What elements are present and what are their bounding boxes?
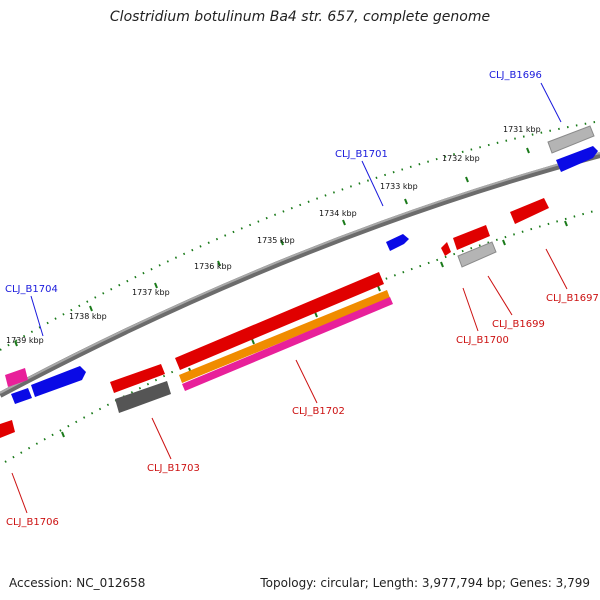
gene-clj-b1703-feature — [115, 381, 171, 413]
gene-label-clj-b1697[interactable]: CLJ_B1697 — [546, 293, 599, 304]
gene-label-clj-b1704[interactable]: CLJ_B1704 — [5, 284, 58, 295]
forward-genes — [5, 125, 598, 404]
gene-clj-b1702-orange-feature — [179, 290, 390, 383]
map-title: Clostridium botulinum Ba4 str. 657, comp… — [109, 9, 491, 25]
accession-text: Accession: NC_012658 — [9, 576, 146, 590]
gene-clj-b1701-feature — [386, 234, 409, 251]
gene-labels: CLJ_B1696 CLJ_B1701 CLJ_B1704 CLJ_B1697 … — [5, 70, 599, 528]
gene-label-clj-b1696[interactable]: CLJ_B1696 — [489, 70, 542, 81]
gene-label-clj-b1702[interactable]: CLJ_B1702 — [292, 406, 345, 417]
gene-clj-b1706-feature — [0, 420, 15, 438]
gene-clj-b1699-red-feature — [453, 225, 490, 250]
gene-clj-b1702-feature — [182, 297, 393, 391]
gene-clj-b1697-feature — [510, 198, 549, 224]
forward-label-leaders — [30, 82, 562, 337]
gene-forward-feature-top-right — [556, 146, 598, 172]
kbp-scale-labels: 1731 kbp 1732 kbp 1733 kbp 1734 kbp 1735… — [6, 125, 541, 345]
tick-label-1735: 1735 kbp — [257, 236, 295, 245]
tick-label-1732: 1732 kbp — [442, 154, 480, 163]
gene-clj-b1696-feature — [547, 125, 595, 154]
gene-label-clj-b1701[interactable]: CLJ_B1701 — [335, 149, 388, 160]
tick-label-1731: 1731 kbp — [503, 125, 541, 134]
gene-label-clj-b1706[interactable]: CLJ_B1706 — [6, 517, 59, 528]
gene-clj-b1702-red-feature — [175, 272, 384, 370]
genome-backbone — [0, 152, 600, 398]
tick-label-1734: 1734 kbp — [319, 209, 357, 218]
gene-clj-b1704-feature — [11, 388, 32, 404]
gene-label-clj-b1700[interactable]: CLJ_B1700 — [456, 335, 509, 346]
tick-label-1739: 1739 kbp — [6, 336, 44, 345]
tick-label-1738: 1738 kbp — [69, 312, 107, 321]
gene-label-clj-b1703[interactable]: CLJ_B1703 — [147, 463, 200, 474]
outer-major-ticks — [14, 147, 530, 347]
tick-label-1733: 1733 kbp — [380, 182, 418, 191]
gene-forward-feature-left — [31, 366, 86, 397]
inner-tick-track — [4, 209, 599, 463]
reverse-genes — [0, 198, 549, 438]
genome-summary-text: Topology: circular; Length: 3,977,794 bp… — [260, 576, 590, 590]
gene-clj-b1700-feature — [441, 242, 451, 256]
gene-clj-b1703-red-feature — [110, 364, 165, 393]
reverse-label-leaders — [11, 248, 568, 514]
gene-clj-b1704-magenta-feature — [5, 368, 28, 387]
gene-label-clj-b1699[interactable]: CLJ_B1699 — [492, 319, 545, 330]
gene-clj-b1699-feature — [457, 241, 497, 268]
tick-label-1736: 1736 kbp — [194, 262, 232, 271]
tick-label-1737: 1737 kbp — [132, 288, 170, 297]
